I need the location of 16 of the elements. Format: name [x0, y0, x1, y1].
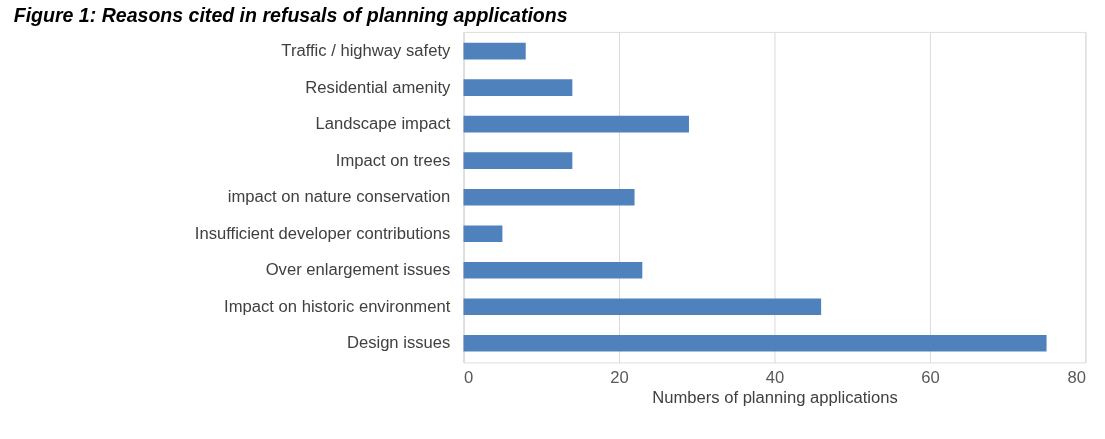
x-tick-label: 60 [921, 368, 940, 388]
y-tick-label: Landscape impact [315, 114, 451, 134]
y-tick-label: Over enlargement issues [265, 260, 451, 280]
y-tick-label: Design issues [346, 333, 451, 353]
y-tick-label: Traffic / highway safety [281, 41, 451, 60]
text: Figure 1: Reasons cited in refusals of planning applications [13, 4, 568, 27]
y-tick-label: Impact on historic environment [224, 296, 451, 316]
x-tick-label: 20 [610, 368, 629, 388]
x-axis-title: Numbers of planning applications [652, 388, 898, 408]
x-tick-label: 0 [464, 368, 474, 388]
x-tick-label: 80 [1067, 368, 1086, 388]
y-tick-label: Residential amenity [305, 77, 451, 97]
x-tick-label: 40 [765, 368, 785, 388]
y-tick-label: Insufficient developer contributions [194, 223, 451, 243]
y-tick-label: Impact on trees [335, 150, 451, 170]
y-tick-label: impact on nature conservation [227, 187, 451, 207]
